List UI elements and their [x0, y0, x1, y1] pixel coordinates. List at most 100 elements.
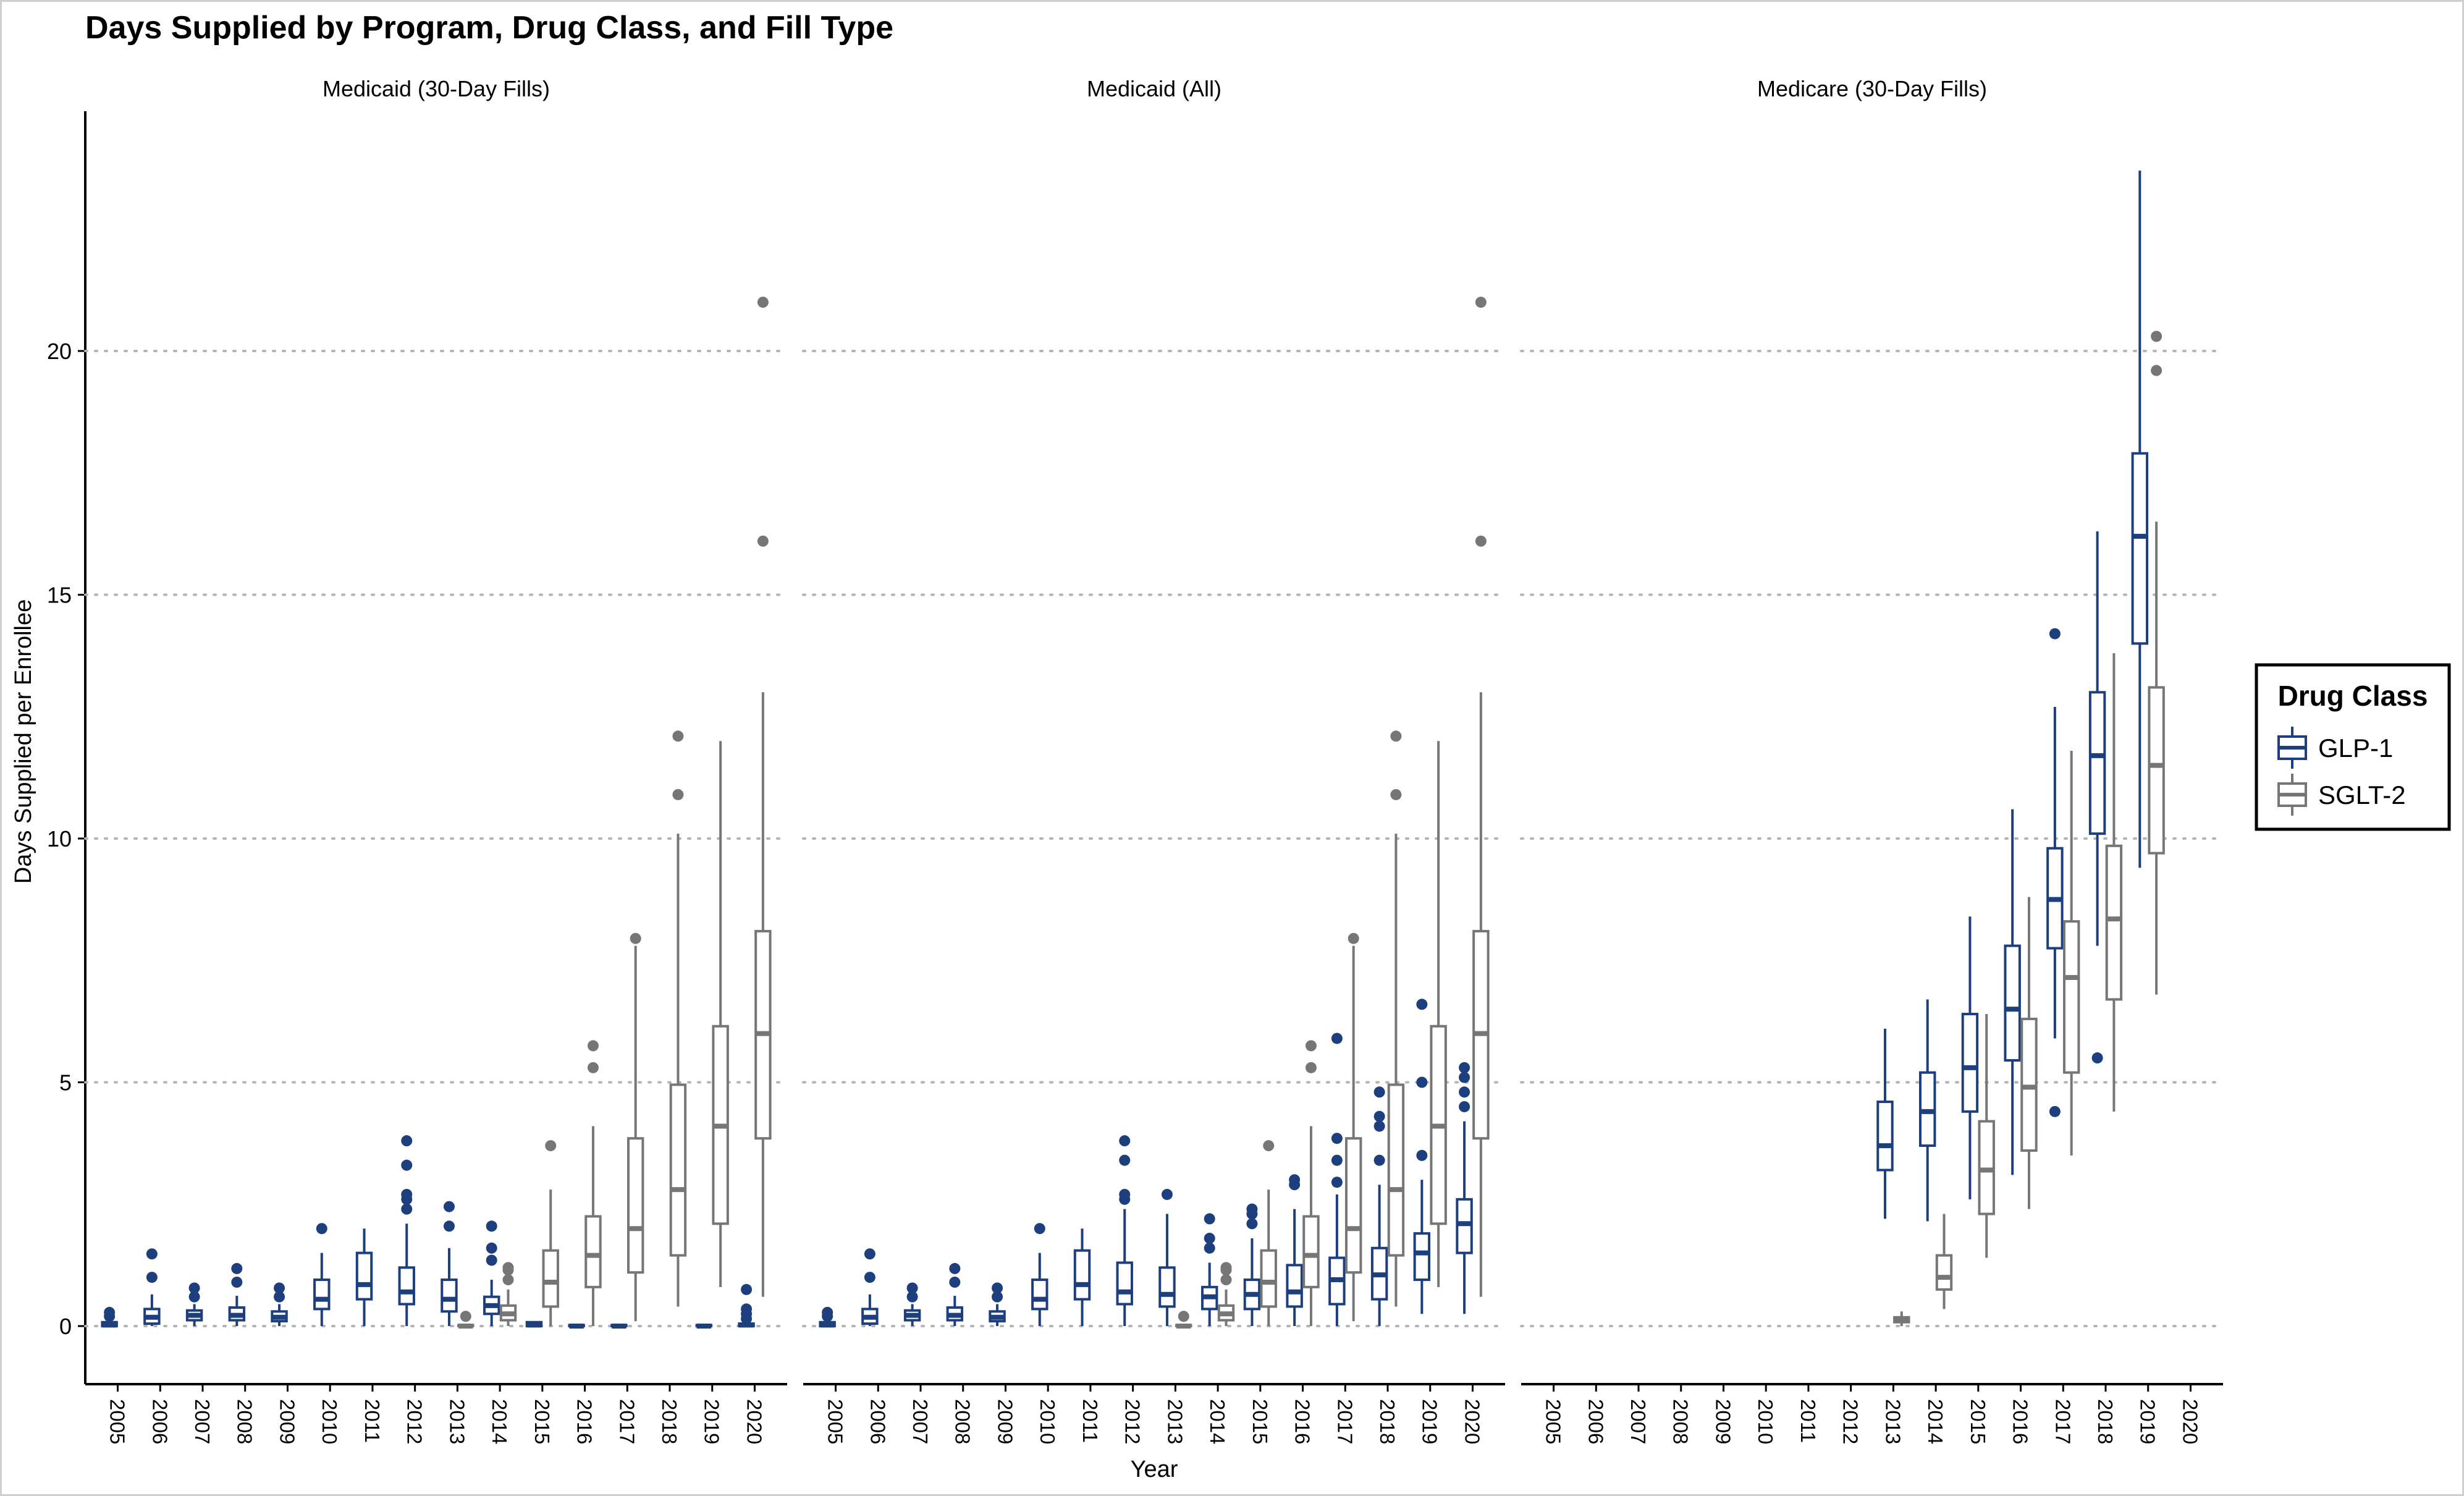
box-2017-sglt-2 [627, 932, 644, 1322]
box-2013-sglt-2 [1893, 1311, 1910, 1326]
box-iqr [2004, 944, 2021, 1062]
box-iqr [584, 1215, 602, 1288]
box-iqr [627, 1137, 644, 1274]
y-tick-label: 0 [59, 1314, 72, 1339]
box-2018-glp-1 [2088, 531, 2106, 1064]
outlier-point [864, 1248, 875, 1260]
box-2007-glp-1 [903, 1282, 921, 1326]
x-tick-label: 2018 [1376, 1399, 1399, 1444]
x-tick-label: 2014 [488, 1399, 511, 1444]
x-tick-label: 2015 [1249, 1399, 1272, 1444]
outlier-point [1263, 1140, 1275, 1152]
outlier-point [2091, 1052, 2103, 1064]
outlier-point [1204, 1213, 1215, 1225]
x-tick-label: 2008 [1669, 1399, 1692, 1444]
box-2019-sglt-2 [1430, 741, 1447, 1287]
box-iqr [542, 1249, 559, 1308]
x-tick-label: 2016 [573, 1399, 596, 1444]
outlier-point [1119, 1154, 1131, 1166]
x-tick-label: 2010 [318, 1399, 341, 1444]
outlier-point [1119, 1188, 1131, 1200]
box-iqr [1413, 1232, 1431, 1282]
outlier-point [587, 1040, 599, 1052]
legend: Drug Class GLP-1 SGLT-2 [2255, 663, 2451, 831]
box-iqr [2062, 920, 2080, 1074]
outlier-point [992, 1291, 1003, 1303]
outlier-point [231, 1276, 243, 1288]
outlier-point [906, 1291, 918, 1303]
box-iqr [1935, 1254, 1953, 1291]
outlier-point [401, 1188, 413, 1200]
outlier-point [231, 1262, 243, 1274]
outlier-point [502, 1262, 514, 1274]
box-2018-sglt-2 [669, 730, 687, 1307]
box-2010-glp-1 [313, 1223, 331, 1326]
x-tick-label: 2011 [1079, 1399, 1102, 1443]
outlier-point [1119, 1135, 1131, 1147]
outlier-point [316, 1223, 327, 1235]
outlier-point [1416, 999, 1428, 1010]
outlier-point [1390, 730, 1402, 742]
x-tick-label: 2006 [866, 1399, 889, 1444]
legend-title: Drug Class [2278, 680, 2428, 712]
x-tick-label: 2011 [361, 1399, 384, 1443]
box-2017-sglt-2 [2062, 750, 2080, 1156]
box-2014-sglt-2 [499, 1262, 517, 1326]
box-2014-glp-1 [1918, 999, 1936, 1222]
outlier-point [2049, 628, 2061, 640]
outlier-point [443, 1220, 455, 1232]
outlier-point [1475, 297, 1487, 308]
box-2006-glp-1 [861, 1248, 879, 1326]
outlier-point [1305, 1062, 1317, 1073]
x-tick-label: 2012 [1121, 1399, 1144, 1444]
box-2015-sglt-2 [542, 1140, 559, 1326]
box-2016-sglt-2 [1302, 1040, 1320, 1326]
box-iqr [669, 1083, 687, 1257]
box-2017-glp-1 [1328, 1033, 1346, 1326]
box-iqr [1302, 1215, 1320, 1288]
outlier-point [1331, 1154, 1343, 1166]
outlier-point [1475, 535, 1487, 547]
y-tick-label: 5 [59, 1070, 72, 1096]
x-tick-label: 2009 [276, 1399, 298, 1444]
box-2015-sglt-2 [1260, 1140, 1277, 1326]
x-tick-label: 2009 [1711, 1399, 1734, 1444]
box-2007-glp-1 [185, 1282, 203, 1326]
x-tick-label: 2007 [1627, 1399, 1650, 1444]
box-2015-glp-1 [1243, 1203, 1261, 1326]
outlier-point [1373, 1120, 1385, 1132]
box-2014-sglt-2 [1217, 1262, 1235, 1326]
box-iqr [2131, 452, 2149, 645]
outlier-point [741, 1283, 753, 1295]
outlier-point [443, 1201, 455, 1212]
outlier-point [460, 1311, 471, 1322]
panels-layer: 0 5 10 15 20 Medicaid (30-Day Fills) 2005 2006 2… [47, 76, 2224, 1444]
x-tick-label: 2010 [1036, 1399, 1059, 1444]
box-2010-glp-1 [1031, 1223, 1048, 1326]
outlier-point [1373, 1154, 1385, 1166]
box-2020-glp-1 [738, 1283, 755, 1328]
panel-1: Medicaid (30-Day Fills) 2005 2006 2007 2008 2… [84, 76, 788, 1444]
x-tick-label: 2013 [1163, 1399, 1186, 1444]
x-tick-label: 2005 [1542, 1399, 1565, 1444]
x-tick-label: 2020 [2179, 1399, 2201, 1444]
box-iqr [1876, 1101, 1894, 1172]
box-iqr [2105, 844, 2123, 1001]
box-2012-glp-1 [398, 1135, 415, 1326]
box-2019-glp-1 [2131, 171, 2149, 868]
x-tick-label: 2013 [1881, 1399, 1904, 1444]
box-2016-sglt-2 [584, 1040, 602, 1326]
outlier-point [672, 788, 684, 800]
outlier-point [146, 1248, 158, 1260]
box-2013-glp-1 [1876, 1028, 1894, 1219]
box-2011-glp-1 [1073, 1228, 1091, 1326]
outlier-point [864, 1272, 875, 1283]
outlier-point [1459, 1086, 1470, 1098]
outlier-point [1416, 1149, 1428, 1161]
x-tick-label: 2009 [994, 1399, 1016, 1444]
x-tick-label: 2016 [2009, 1399, 2032, 1444]
legend-item-sglt-2: SGLT-2 [2277, 774, 2406, 816]
box-iqr [1116, 1261, 1133, 1306]
outlier-point [1348, 932, 1359, 944]
